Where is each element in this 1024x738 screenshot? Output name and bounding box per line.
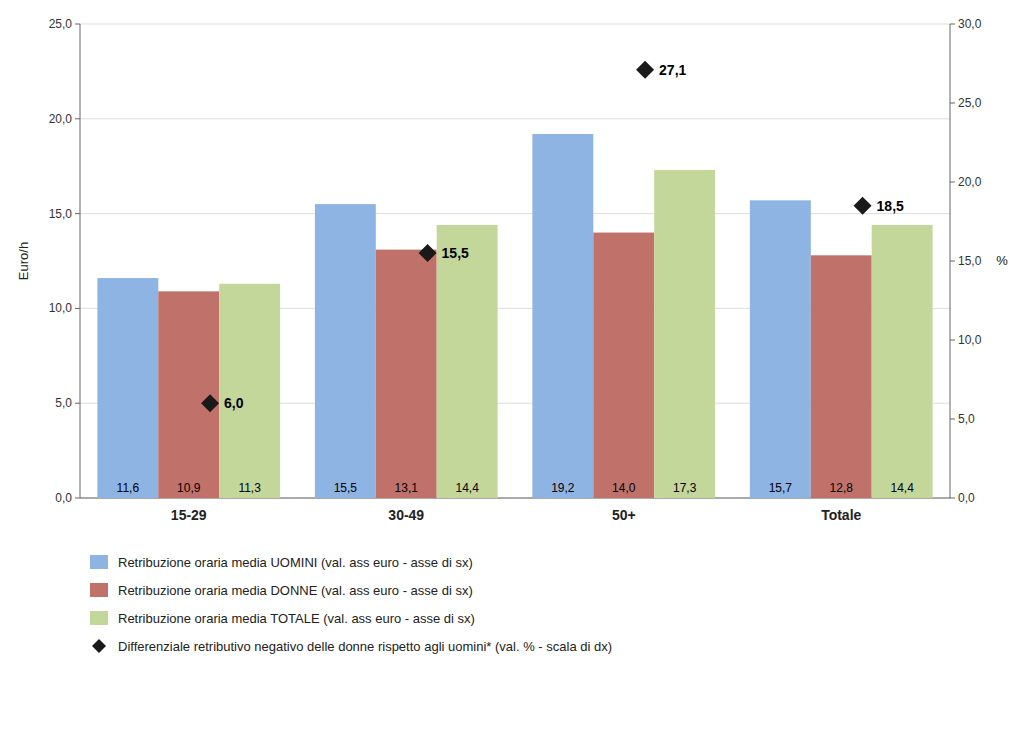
bar-value-label: 15,5 — [334, 481, 358, 495]
marks — [97, 61, 932, 498]
y2-tick-label: 20,0 — [958, 175, 982, 189]
bar — [158, 291, 219, 498]
y-tick — [75, 24, 80, 25]
legend-label: Retribuzione oraria media DONNE (val. as… — [118, 583, 473, 598]
y2-tick-label: 10,0 — [958, 333, 982, 347]
y-tick — [75, 118, 80, 119]
y2-tick — [950, 340, 955, 341]
bar-value-label: 14,4 — [455, 481, 479, 495]
y2-tick — [950, 103, 955, 104]
diamond-point — [419, 244, 437, 262]
bar — [654, 170, 715, 498]
y2-axis-label: % — [996, 253, 1008, 268]
bar — [593, 233, 654, 498]
bar-value-label: 19,2 — [551, 481, 575, 495]
legend-label: Differenziale retributivo negativo delle… — [118, 639, 612, 654]
y-axis-line — [80, 24, 81, 498]
y2-tick — [950, 182, 955, 183]
y2-tick-label: 5,0 — [958, 412, 975, 426]
bar — [219, 284, 280, 498]
grid — [80, 24, 950, 498]
y-tick-label: 5,0 — [55, 396, 72, 410]
y2-tick — [950, 419, 955, 420]
diamond-point — [854, 197, 872, 215]
y-tick — [75, 213, 80, 214]
y-tick-label: 0,0 — [55, 491, 72, 505]
y-tick — [75, 308, 80, 309]
legend-label: Retribuzione oraria media TOTALE (val. a… — [118, 611, 475, 626]
x-tick-label: 30-49 — [388, 507, 424, 523]
y-tick-label: 10,0 — [49, 301, 73, 315]
bar-value-label: 10,9 — [177, 481, 201, 495]
y-tick-label: 15,0 — [49, 207, 73, 221]
grid-line — [80, 118, 950, 119]
legend-swatch — [90, 555, 108, 569]
bar-value-label: 11,3 — [238, 481, 261, 495]
bar-value-label: 17,3 — [673, 481, 697, 495]
bar — [376, 250, 437, 498]
y2-tick — [950, 498, 955, 499]
bar-value-label: 15,7 — [769, 481, 793, 495]
y2-axis-line — [950, 24, 951, 498]
y2-tick-label: 0,0 — [958, 491, 975, 505]
legend-swatch — [92, 639, 106, 653]
chart: 0,0 5,0 10,0 15,0 20,0 25,0 0,0 5,0 10,0 15,0 20,0… — [0, 0, 1024, 738]
bar — [315, 204, 376, 498]
bar — [750, 200, 811, 498]
x-tick-label: 15-29 — [171, 507, 207, 523]
y2-tick-label: 30,0 — [958, 17, 982, 31]
bar — [532, 134, 593, 498]
axes: 0,0 5,0 10,0 15,0 20,0 25,0 0,0 5,0 10,0 15,0 20,0… — [16, 17, 1008, 523]
y-axis-label: Euro/h — [16, 242, 31, 280]
y2-tick — [950, 24, 955, 25]
y2-tick-label: 25,0 — [958, 96, 982, 110]
bar-value-label: 14,4 — [890, 481, 914, 495]
bar — [811, 255, 872, 498]
bar-value-label: 11,6 — [117, 481, 140, 495]
y2-tick-label: 15,0 — [958, 254, 982, 268]
legend: Retribuzione oraria media UOMINI (val. a… — [90, 555, 612, 654]
diamond-point — [636, 61, 654, 79]
y-tick-label: 20,0 — [49, 112, 73, 126]
bar — [437, 225, 498, 498]
point-value-label: 27,1 — [659, 62, 686, 78]
point-value-label: 6,0 — [224, 395, 244, 411]
grid-line — [80, 24, 950, 25]
y-tick — [75, 498, 80, 499]
y2-tick — [950, 261, 955, 262]
legend-swatch — [90, 611, 108, 625]
legend-swatch — [90, 583, 108, 597]
bar-value-label: 12,8 — [830, 481, 854, 495]
y-tick — [75, 403, 80, 404]
grid-line — [80, 213, 950, 214]
y-tick-label: 25,0 — [49, 17, 73, 31]
point-value-label: 15,5 — [442, 245, 469, 261]
bar — [872, 225, 933, 498]
legend-label: Retribuzione oraria media UOMINI (val. a… — [118, 555, 473, 570]
diamond-point — [201, 394, 219, 412]
point-value-label: 18,5 — [877, 198, 904, 214]
x-tick-label: 50+ — [612, 507, 636, 523]
bar — [97, 278, 158, 498]
x-tick-label: Totale — [821, 507, 861, 523]
bar-value-label: 14,0 — [612, 481, 636, 495]
data-labels: 11,6 15,5 19,2 15,7 10,9 13,1 14,0 12,8 11,3 14,4… — [117, 62, 915, 495]
bar-value-label: 13,1 — [395, 481, 419, 495]
